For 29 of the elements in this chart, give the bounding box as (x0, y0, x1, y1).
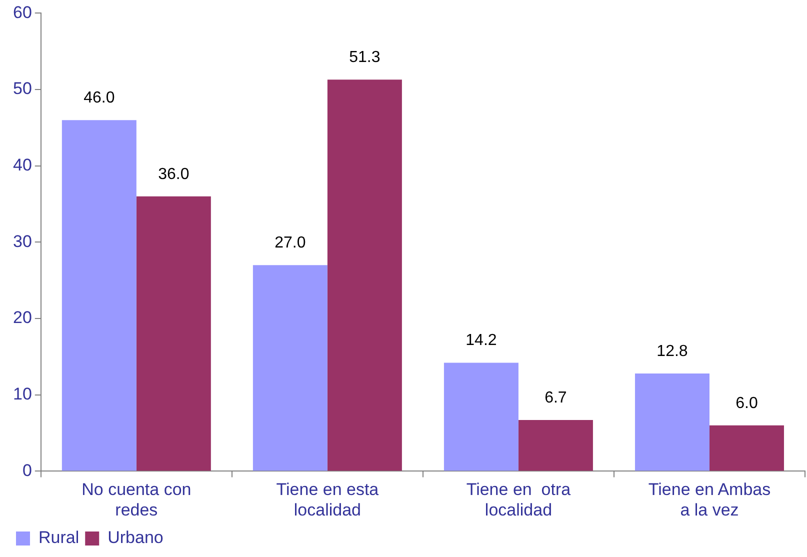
y-tick-label: 40 (12, 156, 32, 175)
x-tick-label: No cuenta con redes (82, 480, 192, 520)
bar (62, 120, 136, 471)
bar (444, 362, 518, 471)
bar (136, 196, 211, 471)
data-label: 27.0 (274, 234, 306, 252)
y-tick-label: 20 (12, 308, 32, 328)
y-tick-label: 30 (12, 232, 32, 251)
data-label: 51.3 (349, 49, 380, 66)
data-label: 46.0 (84, 89, 115, 106)
data-label: 6.0 (736, 394, 758, 412)
legend-label: Rural (38, 528, 80, 548)
bar (518, 420, 593, 471)
x-tick-label: Tiene en Ambas a la vez (648, 480, 771, 520)
y-tick-label: 60 (12, 2, 32, 22)
bar (709, 425, 784, 471)
x-tick-label: Tiene en esta localidad (276, 480, 380, 520)
bar (327, 80, 402, 471)
bar (252, 265, 328, 471)
y-tick-label: 0 (22, 460, 32, 480)
bar (634, 373, 710, 471)
x-tick-label: Tiene en otra localidad (466, 480, 572, 520)
data-label: 36.0 (158, 166, 190, 183)
data-label: 6.7 (544, 389, 567, 406)
y-tick-label: 50 (12, 79, 32, 98)
data-label: 14.2 (466, 332, 497, 350)
data-label: 12.8 (656, 342, 688, 360)
legend-label: Urbano (108, 528, 164, 548)
y-tick-label: 10 (12, 384, 32, 404)
